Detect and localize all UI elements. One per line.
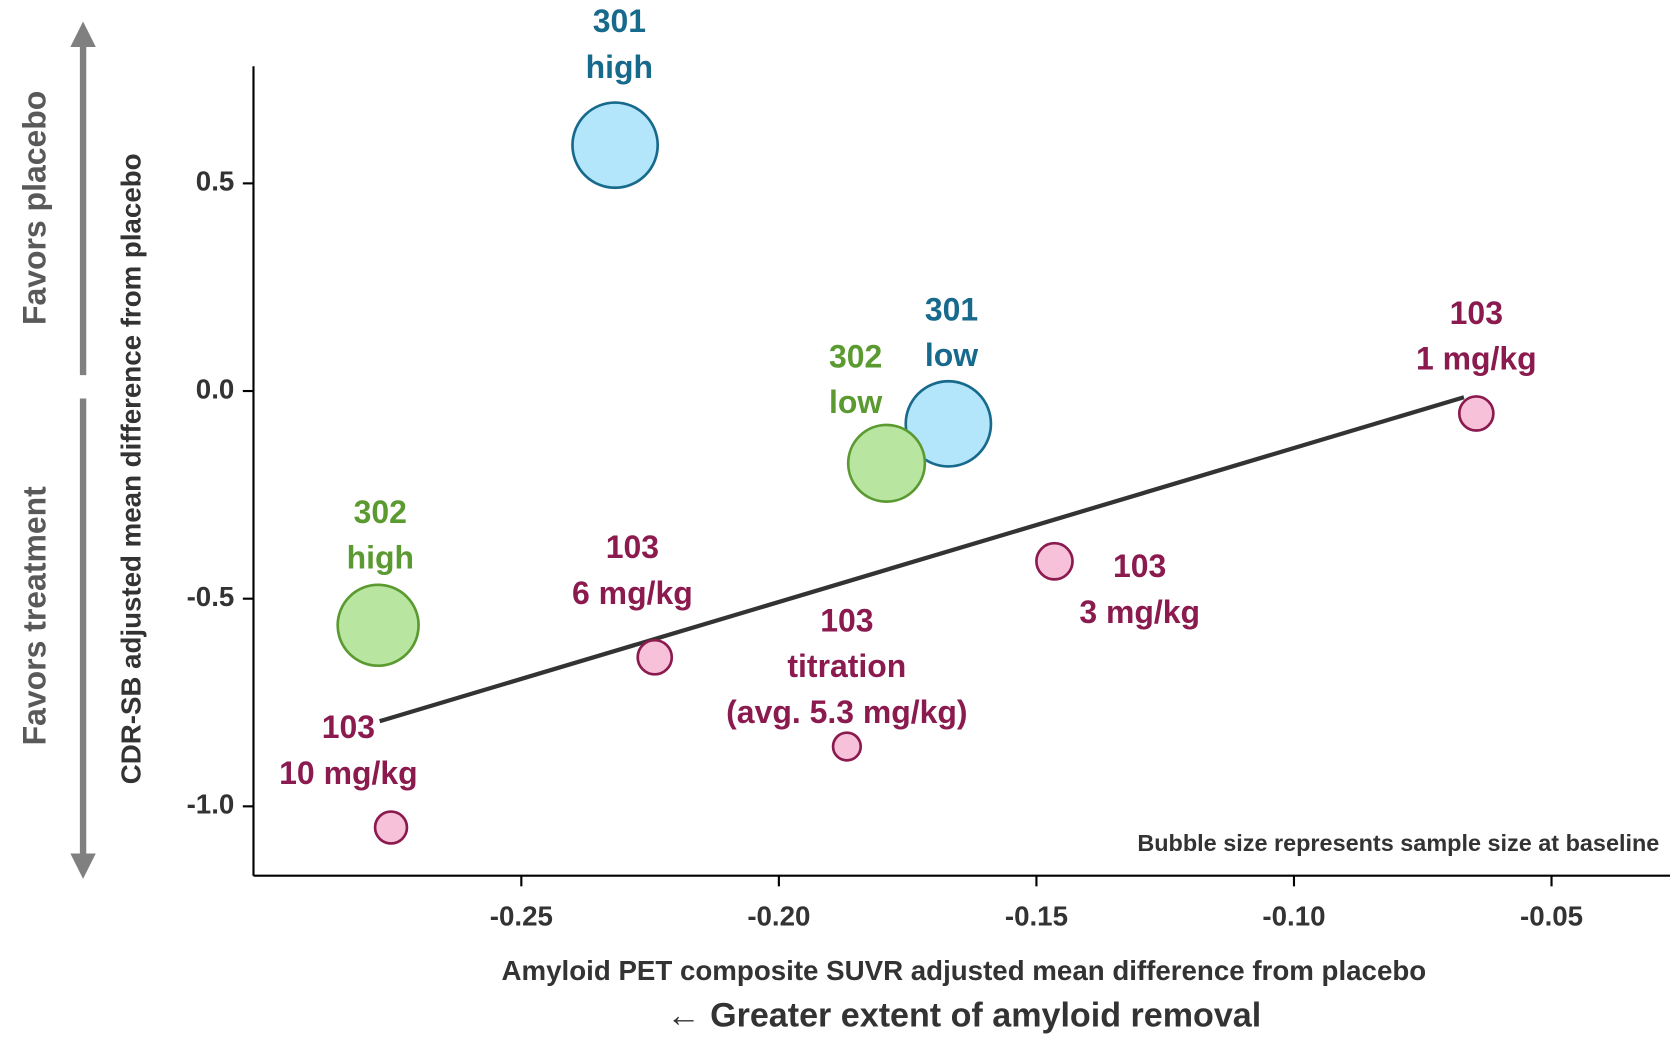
- point-label: 3 mg/kg: [1079, 594, 1200, 630]
- bubble: [571, 101, 660, 190]
- bubble: [373, 810, 409, 845]
- point-label: 103: [1450, 295, 1503, 331]
- x-tick-label: -0.15: [1005, 901, 1068, 932]
- trend-line: [379, 395, 1465, 724]
- bubble: [636, 638, 674, 676]
- bubble: [1457, 395, 1495, 432]
- point-label: 301: [593, 3, 646, 39]
- point-label: 10 mg/kg: [279, 755, 417, 791]
- bubble: [1035, 541, 1074, 581]
- x-axis-sublabel: ← Greater extent of amyloid removal: [667, 996, 1262, 1034]
- point-label: low: [925, 337, 978, 373]
- point-label: 302: [354, 494, 407, 530]
- point-label: titration: [787, 648, 906, 684]
- note: Bubble size represents sample size at ba…: [1137, 830, 1659, 856]
- favors-placebo: Favors placebo: [17, 91, 53, 325]
- x-tick-label: -0.20: [747, 901, 810, 932]
- point-label: 6 mg/kg: [572, 575, 693, 611]
- y-tick-label: -1.0: [187, 789, 235, 820]
- x-tick-label: -0.25: [490, 901, 553, 932]
- point-label: high: [347, 540, 414, 576]
- bubble: [336, 583, 420, 668]
- point-label: 103: [1113, 548, 1166, 584]
- point-label: 1 mg/kg: [1416, 341, 1537, 377]
- y-axis-label: CDR-SB adjusted mean difference from pla…: [115, 153, 146, 784]
- point-label: 103: [606, 529, 659, 565]
- x-tick-label: -0.10: [1262, 901, 1325, 932]
- y-tick-label: -0.5: [187, 581, 235, 612]
- point-label: 103: [322, 709, 375, 745]
- point-label: (avg. 5.3 mg/kg): [726, 694, 967, 730]
- point-label: 301: [925, 291, 978, 327]
- x-axis-label: Amyloid PET composite SUVR adjusted mean…: [502, 955, 1427, 986]
- y-tick-label: 0.0: [196, 373, 234, 404]
- bubble: [904, 379, 993, 468]
- favors-treatment: Favors treatment: [17, 486, 53, 745]
- x-tick-label: -0.05: [1520, 901, 1583, 932]
- point-label: 302: [829, 338, 882, 374]
- y-tick-label: 0.5: [196, 166, 234, 197]
- bubble: [846, 423, 927, 503]
- point-label: 103: [820, 602, 873, 638]
- point-label: high: [586, 49, 653, 85]
- point-label: low: [829, 384, 882, 420]
- bubble: [831, 731, 863, 762]
